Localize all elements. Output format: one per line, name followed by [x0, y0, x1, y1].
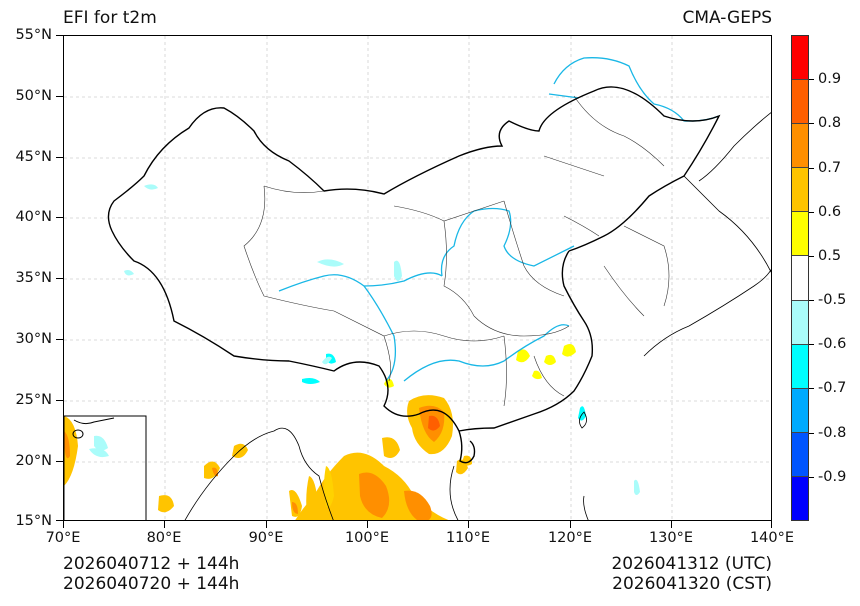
colorbar-tick — [809, 300, 814, 302]
colorbar-bin — [792, 212, 808, 257]
x-tick-label: 140°E — [749, 530, 795, 546]
y-tick — [56, 400, 63, 402]
x-tick-label: 80°E — [146, 530, 182, 546]
colorbar-bin — [792, 80, 808, 125]
map-title: EFI for t2m — [63, 8, 157, 28]
x-tick — [570, 521, 572, 528]
x-tick-label: 90°E — [248, 530, 284, 546]
coastlines — [184, 112, 771, 520]
colorbar-tick — [809, 476, 814, 478]
rivers — [278, 57, 720, 382]
colorbar-label: 0.6 — [818, 203, 842, 220]
efi-cold-anomaly — [89, 184, 640, 495]
colorbar-bin — [792, 168, 808, 213]
efi-warm-anomaly — [64, 344, 576, 520]
y-tick — [56, 96, 63, 98]
y-tick-label: 35°N — [15, 270, 52, 286]
valid-time-utc: 2026041312 (UTC) — [611, 554, 772, 574]
colorbar-tick — [809, 79, 814, 81]
colorbar-tick — [809, 211, 814, 213]
y-tick-label: 40°N — [15, 209, 52, 225]
y-tick-label: 20°N — [15, 453, 52, 469]
y-tick-label: 25°N — [15, 392, 52, 408]
south-china-sea-inset — [64, 415, 147, 520]
y-tick-label: 55°N — [15, 27, 52, 43]
x-tick — [164, 521, 166, 528]
colorbar — [791, 35, 809, 521]
colorbar-label: -0.6 — [818, 336, 847, 353]
x-tick-label: 100°E — [344, 530, 390, 546]
colorbar-label: 0.7 — [818, 159, 842, 176]
x-tick-label: 110°E — [445, 530, 491, 546]
y-tick-label: 30°N — [15, 331, 52, 347]
colorbar-bin — [792, 432, 808, 477]
colorbar-tick — [809, 167, 814, 169]
colorbar-bin — [792, 36, 808, 81]
colorbar-label: 0.8 — [818, 115, 842, 132]
map-canvas — [64, 36, 771, 520]
colorbar-bin — [792, 344, 808, 389]
colorbar-tick — [809, 123, 814, 125]
x-tick — [367, 521, 369, 528]
y-tick — [56, 217, 63, 219]
x-tick — [63, 521, 65, 528]
colorbar-bin — [792, 388, 808, 433]
y-tick — [56, 35, 63, 37]
colorbar-bin — [792, 124, 808, 169]
x-tick — [266, 521, 268, 528]
map-panel[interactable] — [63, 35, 772, 521]
init-time-utc: 2026040712 + 144h — [63, 554, 240, 574]
y-tick — [56, 278, 63, 280]
y-tick — [56, 157, 63, 159]
x-tick-label: 70°E — [45, 530, 81, 546]
national-borders — [107, 86, 721, 464]
y-tick-label: 15°N — [15, 513, 52, 529]
x-tick-label: 130°E — [648, 530, 694, 546]
y-tick-label: 50°N — [15, 88, 52, 104]
valid-time-cst: 2026041320 (CST) — [612, 574, 772, 594]
x-tick-label: 120°E — [547, 530, 593, 546]
x-tick — [468, 521, 470, 528]
model-name: CMA-GEPS — [682, 8, 772, 28]
x-tick — [771, 521, 773, 528]
colorbar-label: 0.9 — [818, 71, 842, 88]
graticule — [64, 36, 771, 520]
x-tick — [671, 521, 673, 528]
colorbar-tick — [809, 388, 814, 390]
province-borders — [243, 95, 670, 407]
init-time: 2026040712 + 144h 2026040720 + 144h — [63, 554, 239, 594]
colorbar-bin — [792, 300, 808, 345]
colorbar-label: -0.8 — [818, 424, 847, 441]
colorbar-tick — [809, 344, 814, 346]
colorbar-bin — [792, 476, 808, 521]
colorbar-label: -0.9 — [818, 468, 847, 485]
init-time-cst: 2026040720 + 144h — [63, 574, 240, 594]
y-tick — [56, 339, 63, 341]
y-tick — [56, 520, 63, 522]
y-tick — [56, 461, 63, 463]
y-tick-label: 45°N — [15, 149, 52, 165]
colorbar-label: 0.5 — [818, 247, 842, 264]
colorbar-label: -0.5 — [818, 292, 847, 309]
colorbar-bin — [792, 256, 808, 301]
colorbar-tick — [809, 255, 814, 257]
colorbar-label: -0.7 — [818, 380, 847, 397]
colorbar-tick — [809, 432, 814, 434]
valid-time: 2026041312 (UTC) 2026041320 (CST) — [611, 554, 772, 594]
